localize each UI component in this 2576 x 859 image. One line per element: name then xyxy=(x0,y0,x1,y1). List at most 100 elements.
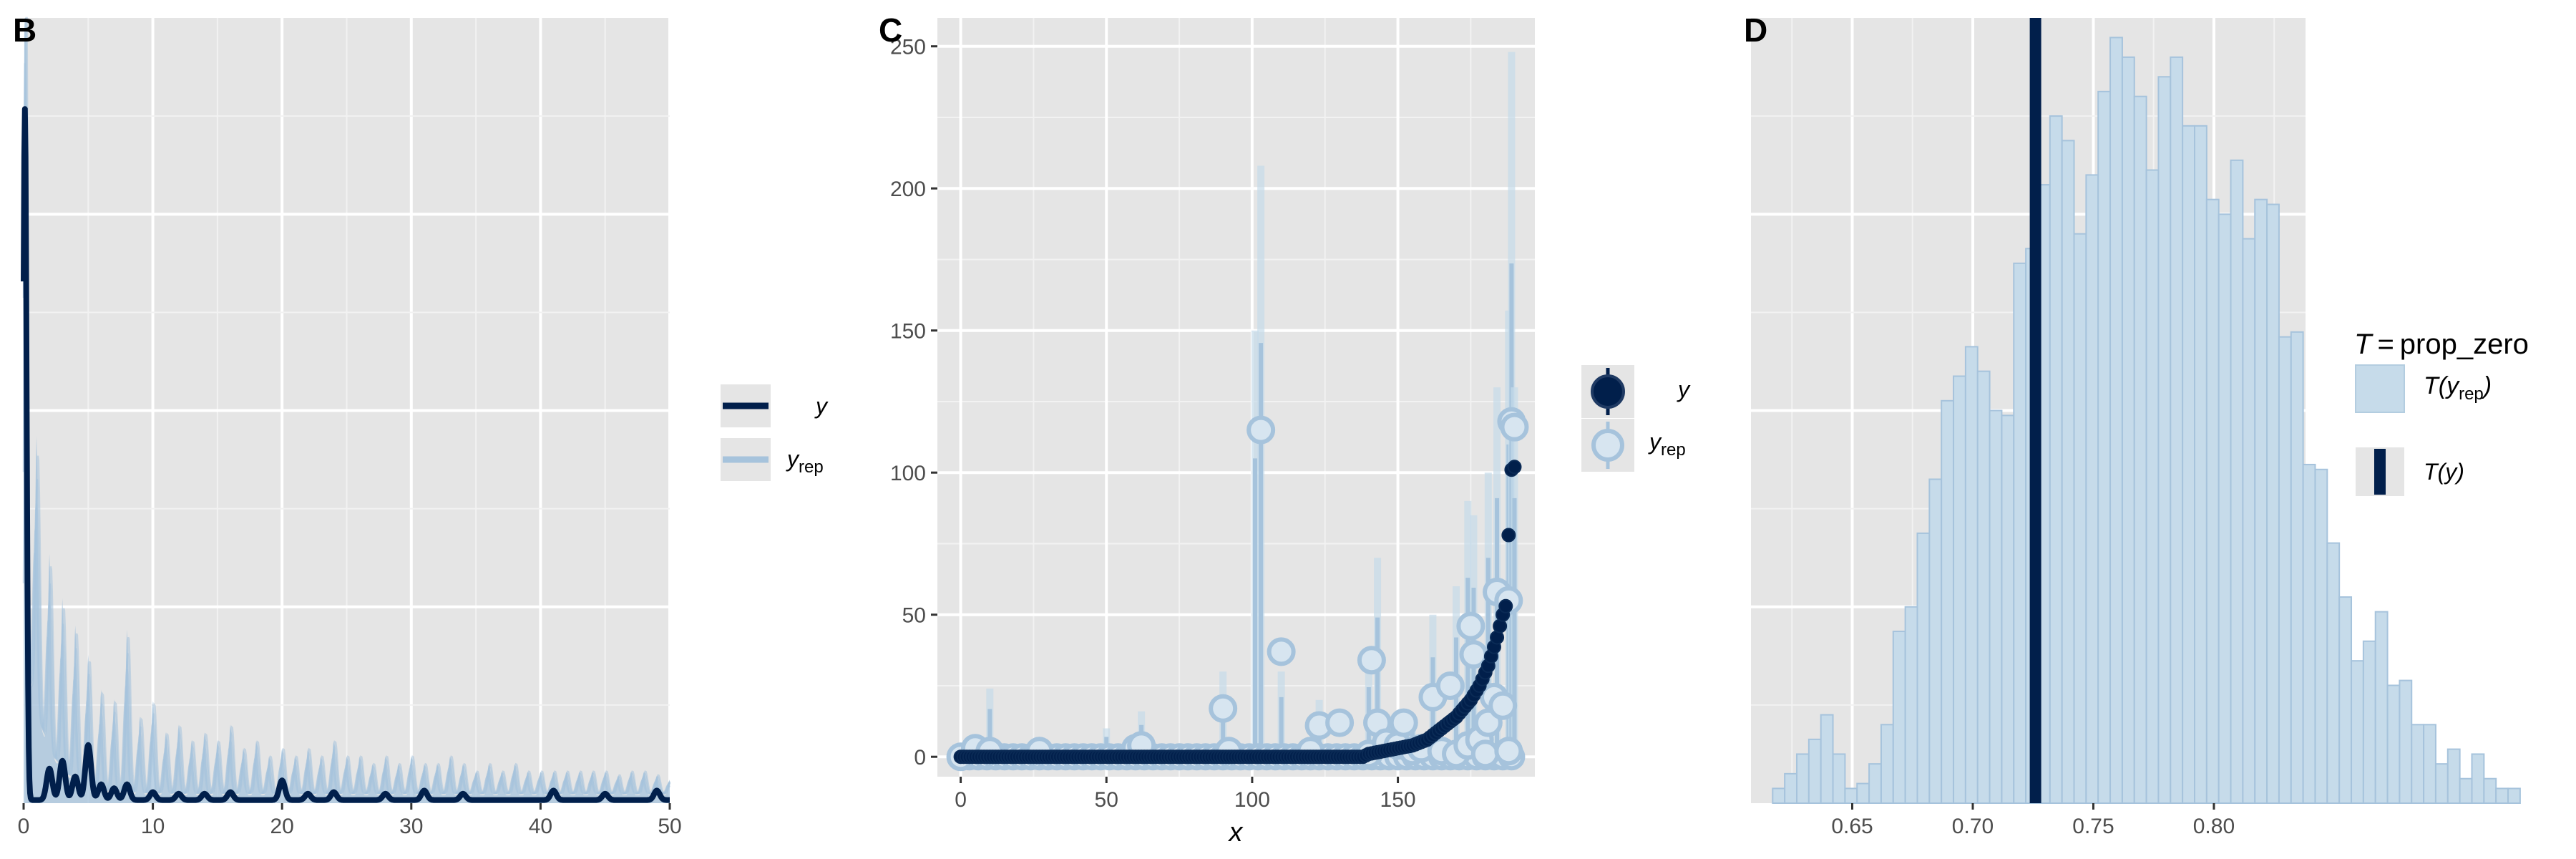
panel-d-histogram-bar xyxy=(2205,198,2220,804)
legend-d-label-trep-close: ) xyxy=(2481,372,2492,399)
panel-d-histogram-bar xyxy=(2423,724,2436,804)
panel-c-y-point xyxy=(1498,598,1513,613)
panel-b-y-series xyxy=(21,106,673,803)
panel-d-histogram-bar xyxy=(2073,233,2087,804)
legend-d-title: T = prop_zero xyxy=(2354,329,2529,360)
panel-c-y-tick-label: 200 xyxy=(890,178,926,201)
panel-d-histogram-bar xyxy=(2133,95,2147,804)
panel-d-histogram-bar xyxy=(2013,262,2027,804)
panel-d-histogram-bar xyxy=(1964,346,1979,804)
panel-d-histogram-bar xyxy=(2001,414,2015,804)
panel-d-x-ticks: 0.65 0.70 0.75 0.80 xyxy=(1831,803,2235,838)
panel-c-yrep-point xyxy=(1494,737,1523,766)
panel-c-yrep-point xyxy=(1267,637,1296,666)
panel-d-histogram-bars xyxy=(1772,37,2521,805)
panel-c-y-point xyxy=(1507,460,1522,475)
panel-d: 0.65 0.70 0.75 0.80 D xyxy=(1744,11,2521,838)
panel-d-histogram-bar xyxy=(2399,679,2413,804)
legend-b-label-y: y xyxy=(814,393,829,419)
legend-c-key-y xyxy=(1591,374,1625,409)
panel-c-x-tick-label: 50 xyxy=(1095,788,1118,812)
panel-d-histogram-bar xyxy=(1856,782,1870,804)
panel-d-histogram-bar xyxy=(2242,238,2256,804)
panel-d-histogram-bar xyxy=(1784,772,1798,805)
panel-b-x-tick-label: 20 xyxy=(270,815,294,838)
panel-d-x-tick-label: 0.70 xyxy=(1952,815,1994,838)
panel-d-histogram-bar xyxy=(2049,115,2063,804)
panel-d-histogram-bar xyxy=(2351,660,2364,805)
panel-b-x-tick-label: 10 xyxy=(141,815,165,838)
panel-d-histogram-bar xyxy=(2254,198,2268,804)
panel-d-histogram-bar xyxy=(2145,169,2160,804)
legend-c-label-yrep: yrep xyxy=(1648,429,1686,460)
panel-c-yrep-point xyxy=(1500,412,1529,442)
panel-c-yrep-point xyxy=(1209,694,1238,723)
panel-d-histogram-bar xyxy=(2061,140,2075,804)
legend-d-title-t: T xyxy=(2354,329,2373,360)
legend-d-label-trep: T(yrep) xyxy=(2424,372,2492,404)
panel-b-x-tick-label: 0 xyxy=(18,815,30,838)
panel-d-histogram-bar xyxy=(2290,331,2304,804)
panel-d-histogram-bar xyxy=(2434,763,2449,805)
panel-b-grid xyxy=(22,18,671,803)
panel-c-yrep-point xyxy=(1456,611,1485,641)
panel-d-histogram-bar xyxy=(2495,787,2509,805)
legend-d-title-stat: prop_zero xyxy=(2400,329,2529,360)
legend-d-key-ty xyxy=(2374,449,2386,495)
legend-d-title-eq: = xyxy=(2377,329,2394,360)
panel-c-x-axis-title: x xyxy=(1228,817,1244,848)
legend-c-label-yrep-main: y xyxy=(1648,429,1662,455)
legend-d-label-ty: T(y) xyxy=(2424,459,2464,485)
panel-c: 0 50 100 150 0 50 100 150 200 250 x C xyxy=(879,11,1535,848)
panel-d-histogram-bar xyxy=(2446,748,2461,805)
panel-c-y-points xyxy=(953,460,1522,765)
panel-d-histogram-bar xyxy=(2157,76,2172,804)
panel-d-histogram-bar xyxy=(2109,37,2123,804)
panel-d-histogram-bar xyxy=(2362,640,2376,805)
panel-d-x-tick-label: 0.65 xyxy=(1831,815,1873,838)
panel-c-x-tick-label: 0 xyxy=(955,788,967,812)
panel-d-histogram-bar xyxy=(1953,375,1966,804)
legend-c-label-yrep-sub: rep xyxy=(1661,440,1686,460)
panel-c-x-ticks: 0 50 100 150 xyxy=(955,777,1416,812)
panel-c-yrep-point xyxy=(1488,691,1518,720)
panel-d-x-tick-label: 0.75 xyxy=(2072,815,2114,838)
panel-d-histogram-bar xyxy=(1976,370,1991,804)
panel-d-histogram-bar xyxy=(1796,753,1810,804)
panel-d-histogram-bar xyxy=(1904,606,1918,804)
panel-d-histogram-bar xyxy=(2266,203,2280,805)
panel-c-letter: C xyxy=(879,11,902,49)
panel-c-yrep-point xyxy=(1357,646,1386,675)
legend-c-key-yrep xyxy=(1591,429,1624,462)
panel-c-yrep-point xyxy=(1470,739,1500,769)
legend-d-label-trep-main: T(y xyxy=(2424,372,2460,399)
panel-d-histogram-bar xyxy=(2374,611,2389,804)
panel-c-y-tick-label: 150 xyxy=(890,320,926,344)
panel-d-histogram-bar xyxy=(1844,787,1858,805)
panel-c-x-tick-label: 100 xyxy=(1234,788,1270,812)
panel-d-histogram-bar xyxy=(2182,125,2195,804)
panel-d-histogram-bar xyxy=(2230,159,2244,805)
panel-d-letter: D xyxy=(1744,11,1767,49)
panel-d-histogram-bar xyxy=(1892,631,1906,804)
panel-c-y-point xyxy=(1501,528,1516,543)
panel-d-histogram-bar xyxy=(1820,714,1834,805)
panel-d-histogram-bar xyxy=(2278,336,2292,804)
panel-d-histogram-bar xyxy=(1832,753,1846,804)
panel-d-histogram-bar xyxy=(2194,125,2207,804)
panel-d-histogram-bar xyxy=(2411,724,2425,804)
legend-b-label-yrep-main: y xyxy=(786,446,800,472)
panel-d-x-tick-label: 0.80 xyxy=(2193,815,2235,838)
panel-d-histogram-bar xyxy=(1880,724,1894,804)
panel-d-legend: T = prop_zero T(yrep) T(y) xyxy=(2354,329,2529,496)
panel-b-x-tick-label: 50 xyxy=(658,815,681,838)
panel-b-x-tick-label: 30 xyxy=(399,815,423,838)
panel-b-yrep-density xyxy=(24,18,670,803)
panel-d-histogram-bar xyxy=(2507,787,2521,805)
panel-d-histogram-bar xyxy=(2459,777,2473,804)
panel-d-histogram-bar xyxy=(2483,777,2497,804)
panel-b-letter: B xyxy=(13,11,36,49)
panel-c-yrep-point xyxy=(1435,671,1465,700)
panel-d-histogram-bar xyxy=(2218,213,2232,804)
